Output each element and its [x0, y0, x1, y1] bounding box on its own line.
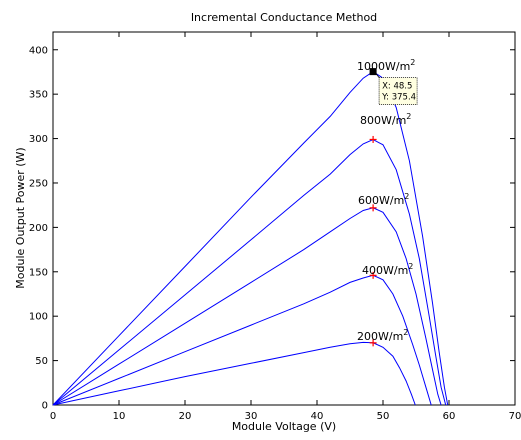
series-label-text: 800W/m: [360, 114, 406, 127]
series-label-text: 400W/m: [362, 264, 408, 277]
datatip-y: Y: 375.4: [381, 93, 416, 103]
x-tick-label: 10: [113, 411, 126, 422]
y-tick-label: 50: [35, 356, 48, 367]
y-tick-label: 250: [29, 178, 48, 189]
series-label: 200W/m2: [357, 328, 408, 343]
datatip-box: [378, 77, 418, 106]
series-label-superscript: 2: [408, 262, 413, 271]
x-tick-label: 20: [179, 411, 192, 422]
y-tick-label: 0: [42, 401, 48, 412]
mpp-marker: [369, 204, 377, 212]
series-label-superscript: 2: [406, 112, 411, 121]
y-tick-label: 350: [29, 90, 48, 101]
x-axis-label: Module Voltage (V): [232, 420, 336, 433]
mpp-markers: [369, 135, 377, 347]
mpp-marker: [369, 339, 377, 347]
series-label-text: 1000W/m: [357, 60, 410, 73]
series-label-superscript: 2: [410, 58, 415, 67]
x-tick-label: 40: [311, 411, 324, 422]
y-tick-label: 200: [29, 223, 48, 234]
series-line: [52, 341, 416, 406]
mpp-marker: [369, 135, 377, 143]
mpp-marker: [369, 271, 377, 279]
x-tick-label: 50: [377, 411, 390, 422]
series-label-superscript: 2: [404, 192, 409, 201]
series-label-superscript: 2: [403, 328, 408, 337]
y-tick-label: 400: [29, 45, 48, 56]
series-label: 800W/m2: [360, 112, 411, 127]
x-tick-label: 70: [509, 411, 521, 422]
x-tick-label: 60: [443, 411, 456, 422]
series-label-text: 200W/m: [357, 330, 403, 343]
x-tick-label: 30: [245, 411, 258, 422]
y-tick-label: 150: [29, 267, 48, 278]
y-tick-label: 100: [29, 312, 48, 323]
x-tick-label: 0: [50, 411, 56, 422]
x-axis: 0 10 20 30 40 50 60 70: [50, 32, 521, 422]
datatip-pointer: [375, 73, 380, 78]
series-label-text: 600W/m: [358, 194, 404, 207]
series-label: 600W/m2: [358, 192, 409, 207]
y-axis: 0 50 100 150 200 250 300 350 400: [29, 45, 515, 412]
datatip[interactable]: X: 48.5Y: 375.4: [369, 68, 418, 106]
datatip-marker[interactable]: [369, 68, 377, 76]
series-label: 1000W/m2: [357, 58, 415, 73]
plot-area: [52, 31, 516, 406]
y-axis-label: Module Output Power (W): [14, 147, 27, 288]
series-label: 400W/m2: [362, 262, 413, 277]
chart-title: Incremental Conductance Method: [191, 11, 377, 24]
series-line: [52, 274, 432, 406]
y-tick-label: 300: [29, 134, 48, 145]
datatip-x: X: 48.5: [382, 82, 412, 92]
